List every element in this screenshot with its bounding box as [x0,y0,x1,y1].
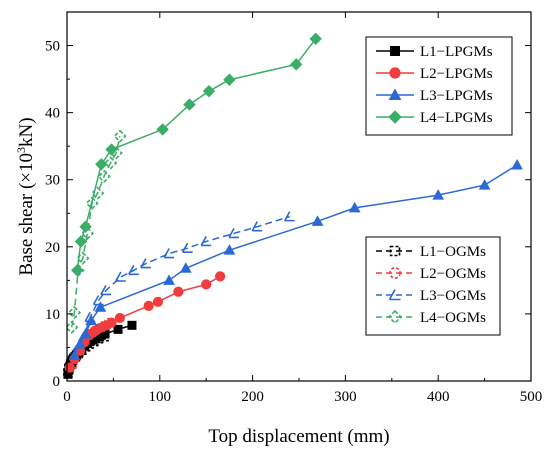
data-point [74,235,88,248]
data-point [143,300,154,311]
legend-swatch-marker [389,67,401,79]
x-tick-label: 200 [241,389,264,405]
data-point [181,242,193,253]
legend-label: L2−LPGMs [420,66,493,82]
data-point [65,320,79,334]
data-point [200,236,212,247]
x-tick-label: 500 [520,389,543,405]
legend-label: L1−LPGMs [420,44,493,60]
data-point [100,285,111,296]
series-l3-lpgms [68,158,523,361]
data-point [173,286,184,297]
data-point [348,201,361,213]
data-point [152,296,164,307]
data-point [97,169,111,184]
x-axis-title: Top displacement (mm) [208,426,389,447]
data-point [251,221,263,232]
legend-swatch-marker [388,289,401,301]
x-tick-label: 400 [427,389,450,405]
data-point [290,58,303,71]
data-point [113,324,123,334]
data-point [163,248,175,259]
data-point [79,328,92,339]
data-point [105,143,118,156]
legend-label: L3−LPGMs [420,88,493,104]
legend-lpgms: L1−LPGMs L2−LPGMs L3−LPGMs L4−LPGMs [365,36,513,136]
data-point [114,312,125,324]
data-point [113,129,127,143]
data-point [163,274,175,285]
legend-label: L1−OGMs [420,244,486,260]
series-l4-lpgms [71,32,322,277]
data-point [183,98,196,111]
legend-swatch-marker [388,110,402,124]
x-tick-label: 100 [149,389,172,405]
data-point [228,228,240,239]
legend-item: L2−OGMs [376,266,486,282]
y-tick-label: 50 [45,39,60,55]
legend-item: L3−LPGMs [376,88,493,104]
data-point [95,158,108,171]
legend-item: L1−LPGMs [376,44,493,60]
legend-swatch-marker [390,46,400,56]
data-point [68,349,81,361]
data-point [128,264,139,276]
y-tick-label: 0 [53,374,61,390]
legend-item: L1−OGMs [376,244,486,260]
series-l4-ogms [65,129,127,334]
data-point [67,305,82,320]
data-point [284,211,295,222]
x-tick-label: 300 [334,389,357,405]
y-axis-title: Base shear (×103kN) [14,117,37,275]
plot-area [63,32,523,379]
data-point [215,271,226,282]
y-tick-label: 30 [45,173,60,189]
data-point [106,317,117,328]
data-point [311,215,324,226]
x-tick-label: 0 [63,389,71,405]
data-point [179,262,192,273]
data-point [432,189,445,200]
data-point [201,279,212,290]
legend-swatch-marker [389,245,401,257]
legend-label: L4−LPGMs [420,110,493,126]
legend-item: L2−LPGMs [376,66,493,82]
data-point [115,271,126,282]
legend-item: L3−OGMs [376,288,486,304]
legend-label: L3−OGMs [420,288,486,304]
data-point [140,258,151,269]
y-tick-label: 20 [45,240,60,256]
y-tick-label: 40 [45,106,60,122]
legend-label: L2−OGMs [420,266,486,282]
data-point [127,320,137,330]
series-l2-lpgms [64,271,226,373]
y-tick-label: 10 [45,307,60,323]
legend-label: L4−OGMs [420,310,486,326]
data-point [85,196,99,210]
data-point [71,264,84,277]
legend-item: L4−OGMs [376,309,486,326]
data-point [85,314,97,326]
data-point [511,158,523,170]
data-point [103,156,118,170]
legend-swatch-marker [389,267,401,279]
legend-box [365,236,501,336]
data-point [156,123,169,136]
data-point [74,338,86,349]
data-point [309,32,322,46]
axis-ticks: 0 100 200 300 400 500 0 10 20 30 40 50 [45,12,542,405]
plot-frame [66,11,532,382]
data-point [478,179,491,190]
data-point [94,301,107,312]
data-point [79,220,92,233]
legend-item: L4−LPGMs [376,110,493,126]
legend-swatch-marker [388,88,402,100]
data-point [223,244,236,255]
data-point [223,73,236,86]
data-point [202,84,216,98]
series-line [75,215,290,352]
legend-ogms: L1−OGMs L2−OGMs L3−OGMs L4−OGMs [365,236,501,336]
